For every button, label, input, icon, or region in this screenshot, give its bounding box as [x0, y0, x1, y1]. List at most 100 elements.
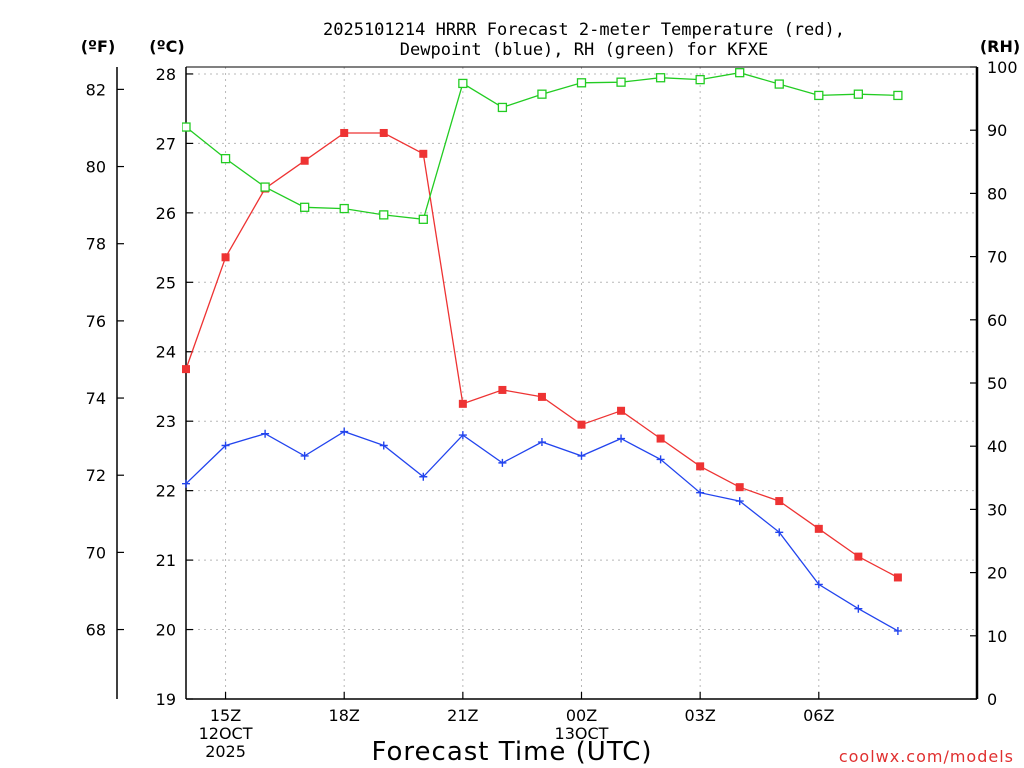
x-tick-label: 21Z [447, 706, 478, 725]
series-temperature [182, 128, 902, 582]
data-point [220, 153, 231, 164]
celsius-tick-label: 22 [156, 482, 176, 501]
data-point [576, 78, 587, 88]
data-point [854, 604, 863, 613]
data-point [577, 451, 586, 460]
data-point [696, 488, 705, 497]
data-point [853, 89, 863, 99]
rh-tick-label: 80 [987, 184, 1007, 203]
series-layer [182, 68, 903, 635]
celsius-tick-label: 20 [156, 621, 176, 640]
data-point [260, 182, 270, 192]
x-axis-title: Forecast Time (UTC) [371, 737, 652, 767]
fahrenheit-tick-label: 82 [86, 80, 106, 99]
fahrenheit-tick-label: 80 [86, 158, 106, 177]
rh-tick-label: 30 [987, 500, 1007, 519]
fahrenheit-tick-label: 70 [86, 543, 106, 562]
fahrenheit-tick-label: 74 [86, 389, 106, 408]
data-point [696, 462, 705, 471]
celsius-tick-label: 24 [156, 343, 176, 362]
data-point [893, 90, 903, 101]
data-point [655, 73, 666, 83]
data-point [735, 483, 744, 492]
celsius-tick-label: 23 [156, 412, 176, 431]
data-point [458, 431, 467, 440]
rh-unit-label: (RH) [980, 37, 1020, 56]
x-tick-label: 12OCT [199, 724, 253, 743]
data-point [300, 156, 309, 165]
chart-title-line-2: Dewpoint (blue), RH (green) for KFXE [400, 40, 768, 60]
data-point [340, 427, 349, 436]
celsius-tick-label: 28 [156, 65, 176, 84]
x-tick-label: 18Z [329, 706, 360, 725]
rh-tick-label: 90 [987, 121, 1007, 140]
x-tick-label: 03Z [684, 706, 715, 725]
data-point [893, 573, 902, 582]
data-point [735, 68, 745, 78]
rh-tick-label: 100 [987, 58, 1018, 77]
celsius-tick-label: 19 [156, 690, 176, 709]
data-point [339, 203, 349, 214]
data-point [498, 385, 507, 394]
data-point [182, 365, 190, 374]
data-point [340, 128, 349, 137]
celsius-unit-label: (ºC) [149, 37, 184, 56]
data-point [261, 429, 270, 438]
series-rh [182, 68, 903, 224]
data-point [418, 214, 428, 224]
series-line [185, 132, 899, 579]
data-point [419, 149, 428, 158]
data-point [498, 458, 507, 467]
data-point [379, 441, 388, 450]
rh-tick-label: 0 [987, 690, 997, 709]
fahrenheit-tick-label: 68 [86, 621, 106, 640]
data-point [419, 472, 428, 481]
celsius-tick-label: 26 [156, 204, 176, 223]
rh-tick-label: 70 [987, 248, 1007, 267]
fahrenheit-tick-label: 76 [86, 312, 106, 331]
rh-tick-label: 40 [987, 437, 1007, 456]
celsius-tick-label: 25 [156, 273, 176, 292]
data-point [854, 552, 863, 561]
data-point [300, 451, 309, 460]
data-point [458, 78, 468, 89]
data-point [775, 528, 784, 537]
data-point [893, 626, 902, 635]
data-point [182, 479, 190, 488]
credit-label: coolwx.com/models [839, 747, 1014, 766]
fahrenheit-unit-label: (ºF) [81, 37, 116, 56]
data-point [814, 524, 823, 533]
series-dewpoint [182, 427, 902, 635]
rh-tick-label: 50 [987, 374, 1007, 393]
x-tick-label: 00Z [566, 706, 597, 725]
data-point [656, 434, 665, 443]
data-point [537, 89, 547, 99]
data-point [617, 406, 626, 415]
fahrenheit-tick-label: 72 [86, 466, 106, 485]
data-point [775, 497, 784, 506]
data-point [814, 580, 823, 589]
data-point [379, 128, 388, 137]
data-point [656, 455, 665, 464]
data-point [221, 253, 230, 262]
data-point [695, 74, 705, 85]
data-point [299, 202, 310, 212]
data-point [774, 79, 784, 89]
data-point [379, 210, 389, 220]
data-point [182, 122, 191, 132]
data-point [537, 392, 546, 401]
data-point [735, 497, 744, 506]
x-tick-label: 13OCT [555, 724, 609, 743]
fahrenheit-tick-label: 78 [86, 235, 106, 254]
series-line [185, 430, 899, 632]
axes: 19 20 21 22 23 24 25 26 27 28 68 70 72 74 76 78 80 82 0 10 2… [86, 58, 1018, 761]
data-point [617, 434, 626, 443]
data-point [537, 438, 546, 447]
rh-tick-label: 60 [987, 311, 1007, 330]
data-point [497, 102, 508, 113]
data-point [814, 90, 824, 101]
rh-tick-label: 10 [987, 627, 1007, 646]
celsius-tick-label: 21 [156, 551, 176, 570]
